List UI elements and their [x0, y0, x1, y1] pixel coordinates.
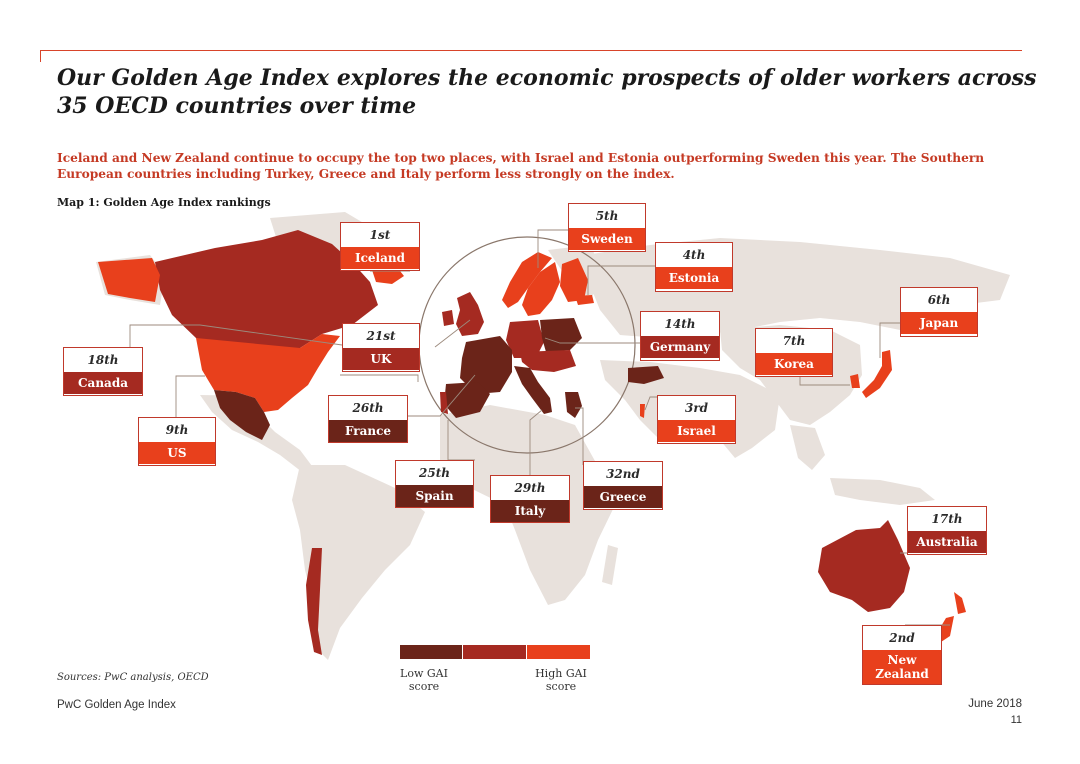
rank-label: 25th	[419, 466, 450, 480]
country-chile	[306, 548, 322, 655]
callout-france: 26th France	[328, 395, 408, 443]
country-label: Korea	[756, 353, 832, 375]
callout-korea: 7th Korea	[755, 328, 833, 377]
rank-label: 5th	[595, 209, 619, 223]
country-label: Canada	[64, 372, 142, 394]
callout-australia: 17th Australia	[907, 506, 987, 555]
rank-label: 4th	[682, 248, 706, 262]
rank-label: 14th	[664, 317, 696, 331]
legend-mid-swatch	[463, 645, 526, 659]
page-title: Our Golden Age Index explores the econom…	[57, 65, 1037, 119]
map-title: Map 1: Golden Age Index rankings	[57, 196, 271, 209]
callout-sweden: 5th Sweden	[568, 203, 646, 252]
country-label: Israel	[658, 420, 735, 442]
country-norway	[502, 252, 552, 308]
callout-canada: 18th Canada	[63, 347, 143, 396]
rank-label: 2nd	[889, 631, 915, 645]
country-france	[460, 336, 512, 394]
country-australia	[818, 520, 910, 612]
oecd-countries	[98, 230, 966, 655]
country-israel	[640, 404, 645, 418]
country-poland	[540, 318, 582, 352]
country-label: Australia	[908, 531, 986, 553]
country-label: France	[329, 420, 407, 442]
country-label: UK	[343, 348, 419, 370]
country-us	[196, 334, 340, 412]
rank-label: 21st	[366, 329, 396, 343]
callout-greece: 32nd Greece	[583, 461, 663, 510]
country-greece	[565, 392, 582, 418]
country-new-zealand	[954, 592, 966, 614]
country-label: Sweden	[569, 228, 645, 250]
page-number: 11	[1010, 714, 1022, 726]
country-label: Japan	[901, 312, 977, 334]
callout-italy: 29th Italy	[490, 475, 570, 523]
rank-label: 1st	[369, 228, 391, 242]
callout-estonia: 4th Estonia	[655, 242, 733, 292]
rank-label: 3rd	[684, 401, 709, 415]
country-label: Germany	[641, 336, 719, 358]
top-rule-tick	[40, 50, 41, 62]
rank-label: 7th	[782, 334, 806, 348]
country-turkey	[628, 366, 664, 384]
rank-label: 6th	[927, 293, 951, 307]
rank-label: 29th	[514, 481, 546, 495]
legend-high-label: High GAI score	[535, 667, 587, 693]
footer-brand: PwC Golden Age Index	[57, 699, 176, 711]
country-canada	[155, 230, 378, 350]
country-label: Greece	[584, 486, 662, 508]
country-korea	[850, 374, 860, 388]
callout-uk: 21st UK	[342, 323, 420, 372]
callout-new-zealand: 2nd New Zealand	[862, 625, 942, 685]
callout-spain: 25th Spain	[395, 460, 474, 508]
legend-low-label: Low GAI score	[400, 667, 448, 693]
top-rule	[40, 50, 1022, 51]
callout-iceland: 1st Iceland	[340, 222, 420, 271]
callout-japan: 6th Japan	[900, 287, 978, 337]
callout-germany: 14th Germany	[640, 311, 720, 361]
page-subtitle: Iceland and New Zealand continue to occu…	[57, 151, 985, 181]
footer-date: June 2018	[968, 698, 1022, 710]
legend-high-swatch	[527, 645, 590, 659]
country-central-europe	[520, 350, 576, 372]
rank-label: 17th	[931, 512, 963, 526]
country-us-alaska	[98, 258, 160, 302]
country-label: Spain	[396, 485, 473, 507]
callout-us: 9th US	[138, 417, 216, 466]
sources-note: Sources: PwC analysis, OECD	[57, 672, 209, 683]
country-estonia	[575, 295, 594, 305]
rank-label: 18th	[87, 353, 119, 367]
rank-label: 32nd	[606, 467, 640, 481]
country-spain	[444, 382, 490, 418]
rank-label: 26th	[352, 401, 384, 415]
legend-low-swatch	[400, 645, 462, 659]
country-label: Iceland	[341, 247, 419, 269]
callout-israel: 3rd Israel	[657, 395, 736, 444]
country-ireland	[442, 310, 454, 326]
country-japan	[862, 350, 892, 398]
country-label: Italy	[491, 500, 569, 522]
country-label: US	[139, 442, 215, 464]
country-mexico	[214, 390, 270, 440]
country-uk	[456, 292, 484, 336]
country-italy	[514, 366, 552, 414]
country-germany	[506, 320, 544, 358]
country-finland	[560, 258, 588, 302]
country-label: New Zealand	[863, 650, 941, 684]
country-label: Estonia	[656, 267, 732, 289]
rank-label: 9th	[165, 423, 189, 437]
country-sweden	[522, 262, 560, 316]
